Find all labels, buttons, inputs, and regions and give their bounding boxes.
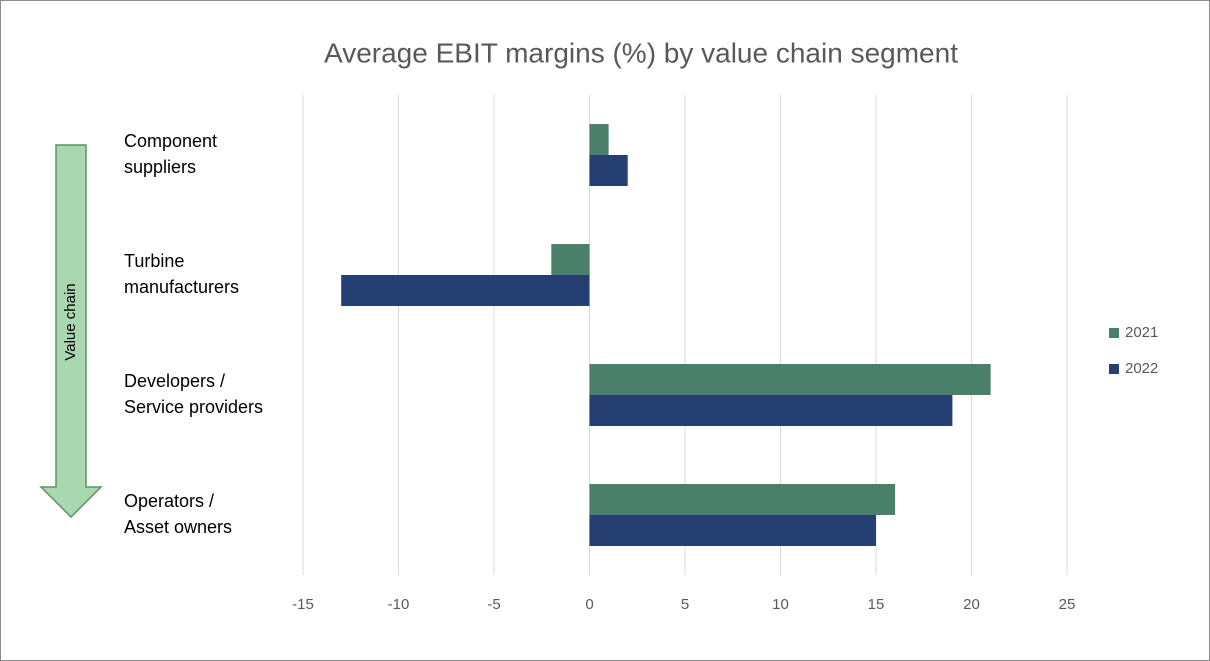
x-tick-label: -5 [487,596,500,613]
bar [589,364,991,395]
chart-title: Average EBIT margins (%) by value chain … [324,37,958,68]
value-chain-arrow [39,144,103,519]
legend-swatch [1109,328,1119,338]
arrow-label: Value chain [62,283,79,360]
x-tick-label: -10 [388,596,410,613]
legend-label: 2022 [1125,360,1158,377]
x-tick-label: 5 [681,596,689,613]
x-tick-label: 15 [868,596,885,613]
x-tick-label: 25 [1059,596,1076,613]
y-tick-label: Component suppliers [124,131,217,177]
bar [589,124,609,155]
bar [589,484,896,515]
bar [551,244,590,275]
x-tick-label: -15 [292,596,314,613]
y-tick-label: Turbine manufacturers [124,251,239,297]
bar [589,155,628,186]
bar [341,275,590,306]
legend-label: 2021 [1125,324,1158,341]
x-tick-label: 0 [585,596,593,613]
y-tick-label: Developers / Service providers [124,371,263,417]
bar [589,395,953,426]
x-tick-label: 10 [772,596,789,613]
x-tick-label: 20 [963,596,980,613]
y-tick-label: Operators / Asset owners [124,491,232,537]
bar [589,515,876,546]
legend-swatch [1109,364,1119,374]
